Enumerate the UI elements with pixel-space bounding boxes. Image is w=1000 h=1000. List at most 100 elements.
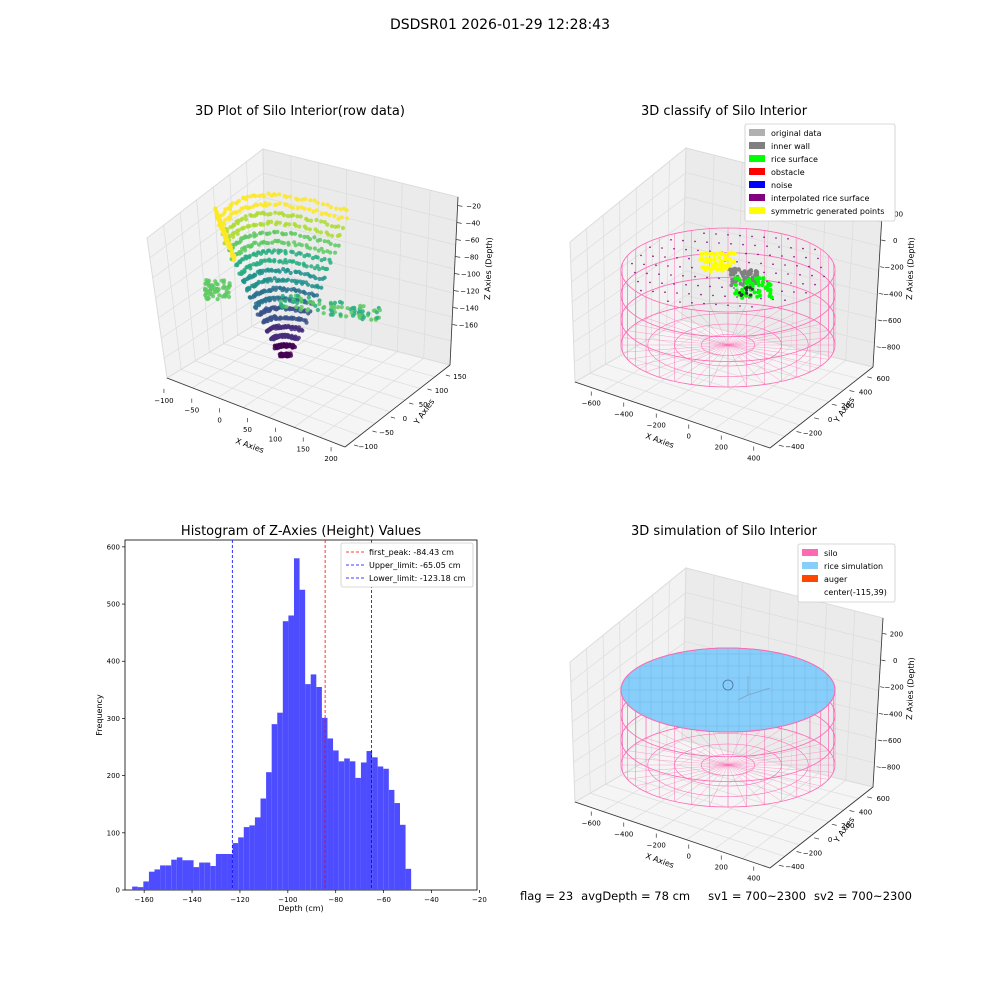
- z-axis-tick: [876, 346, 881, 348]
- interpolated-point: [724, 295, 726, 298]
- legend-simulation-label: rice simulation: [824, 562, 883, 571]
- histogram-bar: [344, 758, 350, 890]
- scatter-point: [319, 219, 324, 224]
- interpolated-point: [679, 266, 681, 268]
- scatter-point: [299, 327, 304, 332]
- grid-line: [651, 337, 844, 391]
- interpolated-point: [664, 256, 666, 258]
- scatter-point: [293, 243, 298, 248]
- scatter-point: [304, 320, 309, 325]
- scatter-point: [289, 231, 294, 236]
- legend-simulation: [797, 543, 896, 603]
- z-axis-tick-label: −40: [465, 220, 480, 228]
- z-axis-tick: [877, 319, 883, 322]
- legend-classify-swatch: [749, 155, 765, 162]
- grid-line: [619, 201, 622, 356]
- scatter-point: [298, 233, 303, 238]
- panel1-title: 3D Plot of Silo Interior(row data): [195, 104, 405, 119]
- scatter-point: [308, 246, 313, 251]
- interpolated-point: [715, 233, 717, 235]
- histogram-bar: [327, 738, 334, 890]
- x-axis-tick-label: −120: [230, 896, 249, 904]
- rice-surface-point: [758, 293, 763, 298]
- scatter-point: [230, 201, 235, 206]
- interpolated-point: [793, 255, 795, 258]
- scatter-point: [318, 237, 323, 242]
- z-axis-tick-label: −600: [882, 737, 901, 745]
- scatter-point: [332, 213, 337, 219]
- interpolated-point: [769, 254, 771, 256]
- scatter-point: [263, 258, 268, 263]
- interpolated-point: [778, 246, 780, 248]
- symmetric-point: [727, 257, 732, 262]
- grid-line: [685, 196, 881, 247]
- grid-line: [666, 328, 859, 379]
- interpolated-point: [703, 232, 705, 234]
- interpolated-point: [640, 289, 642, 292]
- scatter-point: [312, 246, 317, 251]
- scatter-point: [336, 216, 341, 221]
- y-axis-tick-label: 0: [828, 836, 832, 844]
- scatter-point: [236, 198, 242, 203]
- grid-line: [293, 351, 398, 428]
- x-axis-line: [166, 377, 346, 448]
- scatter-point: [328, 260, 333, 265]
- histogram-bar: [383, 768, 389, 890]
- scatter-point: [344, 208, 349, 213]
- y-axis-tick: [390, 416, 396, 419]
- interpolated-point: [652, 255, 654, 257]
- grid-line: [602, 635, 606, 785]
- grid-line: [651, 757, 844, 811]
- y-axis-line: [769, 786, 874, 869]
- scatter-point: [285, 316, 290, 321]
- silo-floor-ring: [700, 334, 756, 356]
- y-axis-tick: [778, 444, 784, 447]
- scatter-point: [299, 305, 304, 310]
- x-axis-tick-label: 0: [687, 853, 691, 861]
- x-axis-tick-label: 50: [243, 426, 252, 434]
- interpolated-point: [790, 247, 792, 249]
- interpolated-point: [751, 235, 753, 238]
- symmetric-point: [710, 266, 715, 271]
- scatter-point: [328, 250, 333, 255]
- scatter-point: [319, 246, 324, 251]
- scatter-point: [318, 230, 323, 235]
- z-axis-tick-label: 0: [893, 657, 897, 665]
- scatter-point: [274, 202, 279, 207]
- z-axis-tick: [877, 739, 883, 742]
- grid-line: [155, 221, 264, 299]
- y-axis-tick-label: −100: [359, 443, 378, 451]
- interpolated-point: [718, 242, 720, 244]
- scatter-point: [288, 353, 294, 358]
- grid-line: [571, 616, 687, 703]
- z-axis-tick-label: 200: [890, 630, 903, 638]
- interpolated-point: [718, 277, 720, 280]
- silo-wireframe: [620, 647, 836, 808]
- scatter-point: [303, 196, 308, 202]
- scatter-point: [294, 304, 299, 310]
- interpolated-point: [667, 300, 669, 303]
- interpolated-point: [793, 291, 795, 293]
- rice-surface-point: [760, 280, 765, 285]
- scatter-point: [308, 218, 314, 223]
- scatter-point: [204, 278, 209, 283]
- scatter-point: [232, 223, 237, 228]
- symmetric-point: [710, 263, 715, 268]
- silo-ring: [620, 227, 836, 313]
- grid-line: [685, 616, 881, 667]
- scatter-point: [247, 273, 252, 278]
- interpolated-point: [694, 240, 696, 243]
- legend-classify-label: original data: [771, 129, 822, 138]
- y-axis-tick: [354, 444, 359, 447]
- scatter-point: [298, 289, 303, 294]
- silo-floor-ring: [647, 733, 809, 797]
- scatter-point: [302, 206, 307, 211]
- scatter-point: [288, 194, 293, 199]
- scatter-point: [307, 299, 312, 305]
- z-axis-tick-label: −800: [881, 344, 900, 352]
- scatter-point: [224, 239, 229, 244]
- symmetric-point: [703, 260, 708, 265]
- y-axis-line: [344, 364, 451, 448]
- interpolated-point: [757, 253, 759, 256]
